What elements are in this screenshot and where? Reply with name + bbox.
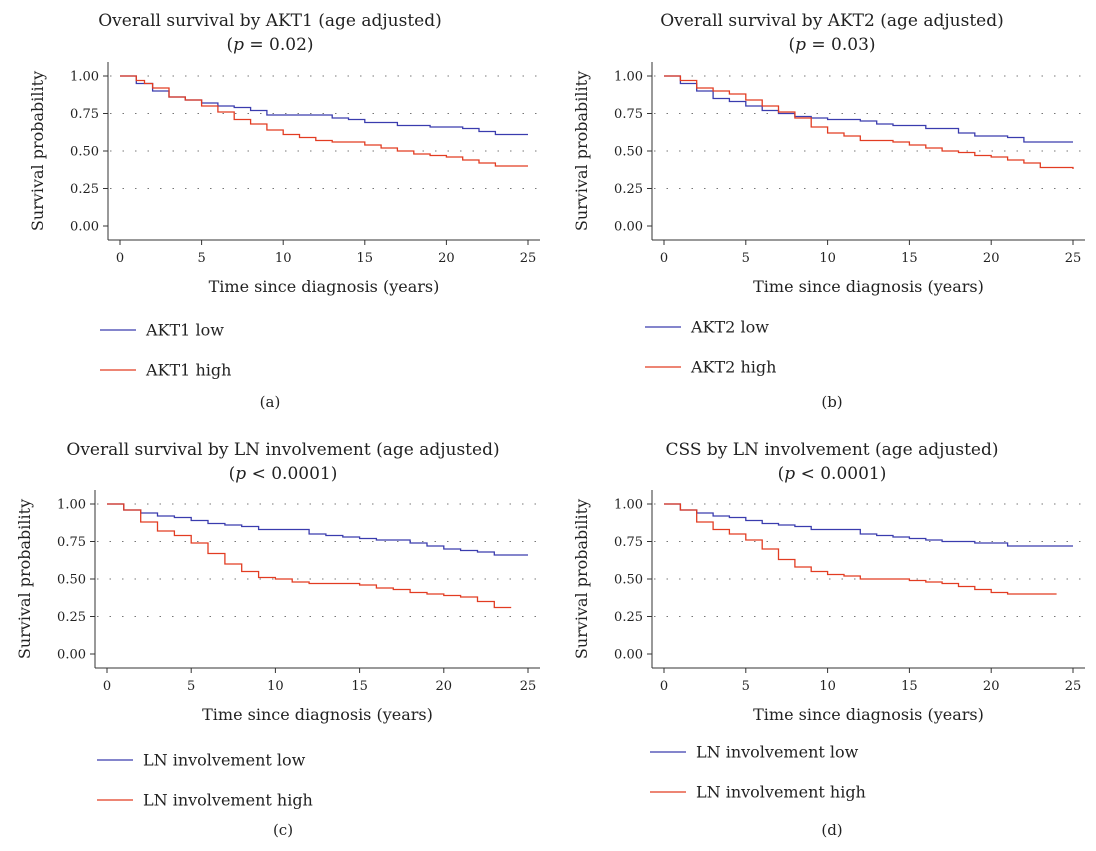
panel-label: (c) bbox=[273, 821, 293, 839]
panel-label: (d) bbox=[821, 821, 842, 839]
x-axis-label: Time since diagnosis (years) bbox=[753, 277, 984, 296]
legend-label-ln-involvement-low: LN involvement low bbox=[696, 743, 859, 762]
x-tick-label: 0 bbox=[660, 251, 668, 266]
p-value-label: (p = 0.02) bbox=[226, 35, 313, 55]
x-tick-label: 0 bbox=[103, 679, 111, 694]
x-tick-label: 20 bbox=[438, 251, 455, 266]
y-axis-label: Survival probability bbox=[572, 71, 591, 231]
x-tick-label: 25 bbox=[1065, 679, 1082, 694]
y-tick-label: 1.00 bbox=[614, 498, 643, 513]
x-tick-label: 0 bbox=[116, 251, 124, 266]
y-tick-label: 1.00 bbox=[70, 70, 99, 85]
y-tick-label: 0.25 bbox=[614, 182, 643, 197]
x-tick-label: 10 bbox=[267, 679, 284, 694]
y-tick-label: 0.00 bbox=[70, 220, 99, 235]
x-tick-label: 20 bbox=[436, 679, 453, 694]
series-line-akt2-high bbox=[664, 75, 1074, 169]
x-tick-label: 5 bbox=[197, 251, 205, 266]
x-tick-label: 5 bbox=[187, 679, 195, 694]
x-tick-label: 25 bbox=[1065, 251, 1082, 266]
legend-label-ln-involvement-high: LN involvement high bbox=[143, 791, 313, 810]
chart-panel-1: Overall survival by AKT1 (age adjusted) (… bbox=[28, 11, 540, 411]
x-tick-label: 25 bbox=[520, 251, 537, 266]
y-tick-label: 1.00 bbox=[614, 70, 643, 85]
y-tick-label: 0.50 bbox=[614, 573, 643, 588]
y-tick-label: 0.00 bbox=[57, 648, 86, 663]
chart-title: Overall survival by LN involvement (age … bbox=[66, 440, 499, 460]
x-tick-label: 10 bbox=[819, 679, 836, 694]
y-tick-label: 0.75 bbox=[57, 535, 86, 550]
legend-label-akt2-high: AKT2 high bbox=[690, 358, 776, 377]
legend-label-akt1-low: AKT1 low bbox=[145, 321, 224, 340]
panel-label: (a) bbox=[260, 393, 281, 411]
x-tick-label: 15 bbox=[901, 679, 918, 694]
y-axis-label: Survival probability bbox=[572, 499, 591, 659]
y-tick-label: 0.25 bbox=[70, 182, 99, 197]
y-tick-label: 0.75 bbox=[70, 107, 99, 122]
series-line-ln-involvement-high bbox=[664, 503, 1057, 595]
series-line-akt2-low bbox=[664, 75, 1073, 143]
y-tick-label: 0.00 bbox=[614, 220, 643, 235]
y-tick-label: 0.50 bbox=[614, 145, 643, 160]
y-tick-label: 0.50 bbox=[70, 145, 99, 160]
series-line-akt1-high bbox=[120, 75, 528, 167]
y-axis-label: Survival probability bbox=[28, 71, 47, 231]
panel-label: (b) bbox=[821, 393, 842, 411]
chart-title: CSS by LN involvement (age adjusted) bbox=[665, 440, 998, 460]
y-tick-label: 0.25 bbox=[614, 610, 643, 625]
chart-panel-4: CSS by LN involvement (age adjusted) (p <… bbox=[572, 440, 1085, 839]
x-tick-label: 25 bbox=[520, 679, 537, 694]
y-tick-label: 1.00 bbox=[57, 498, 86, 513]
y-axis-label: Survival probability bbox=[15, 499, 34, 659]
y-tick-label: 0.50 bbox=[57, 573, 86, 588]
legend-label-ln-involvement-high: LN involvement high bbox=[696, 783, 866, 802]
p-value-label: (p < 0.0001) bbox=[778, 464, 887, 484]
x-tick-label: 15 bbox=[357, 251, 374, 266]
y-tick-label: 0.75 bbox=[614, 107, 643, 122]
legend-label-akt2-low: AKT2 low bbox=[690, 318, 769, 337]
chart-panel-3: Overall survival by LN involvement (age … bbox=[15, 440, 540, 839]
chart-title: Overall survival by AKT1 (age adjusted) bbox=[98, 11, 441, 31]
x-axis-label: Time since diagnosis (years) bbox=[753, 705, 984, 724]
chart-panel-2: Overall survival by AKT2 (age adjusted) (… bbox=[572, 11, 1085, 411]
p-value-label: (p < 0.0001) bbox=[229, 464, 338, 484]
x-tick-label: 15 bbox=[351, 679, 368, 694]
y-tick-label: 0.75 bbox=[614, 535, 643, 550]
series-line-akt1-low bbox=[120, 75, 528, 136]
x-tick-label: 20 bbox=[983, 679, 1000, 694]
chart-title: Overall survival by AKT2 (age adjusted) bbox=[660, 11, 1003, 31]
x-axis-label: Time since diagnosis (years) bbox=[202, 705, 433, 724]
x-tick-label: 5 bbox=[742, 679, 750, 694]
x-tick-label: 0 bbox=[660, 679, 668, 694]
legend-label-akt1-high: AKT1 high bbox=[145, 361, 231, 380]
x-axis-label: Time since diagnosis (years) bbox=[209, 277, 440, 296]
x-tick-label: 10 bbox=[275, 251, 292, 266]
legend-label-ln-involvement-low: LN involvement low bbox=[143, 751, 306, 770]
y-tick-label: 0.00 bbox=[614, 648, 643, 663]
x-tick-label: 20 bbox=[983, 251, 1000, 266]
x-tick-label: 5 bbox=[742, 251, 750, 266]
y-tick-label: 0.25 bbox=[57, 610, 86, 625]
series-line-ln-involvement-high bbox=[107, 503, 512, 609]
x-tick-label: 15 bbox=[901, 251, 918, 266]
p-value-label: (p = 0.03) bbox=[788, 35, 875, 55]
series-line-ln-involvement-low bbox=[664, 503, 1073, 547]
series-line-ln-involvement-low bbox=[107, 503, 528, 556]
x-tick-label: 10 bbox=[819, 251, 836, 266]
